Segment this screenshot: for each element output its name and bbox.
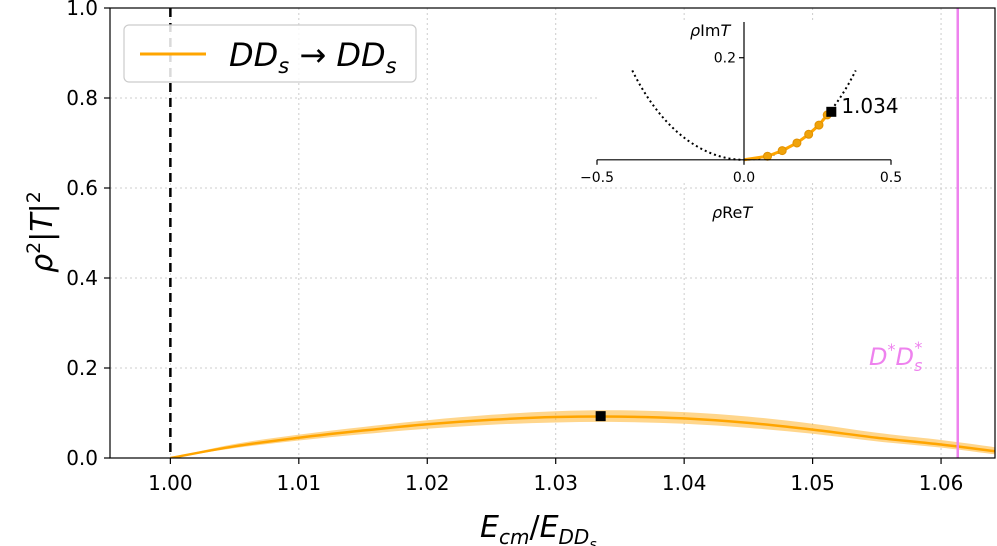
inset-x-label: ρReT: [712, 203, 753, 222]
y-tick-label: 0.8: [66, 86, 98, 110]
x-tick-label: 1.05: [790, 471, 835, 495]
x-tick-label: 1.04: [662, 471, 707, 495]
x-tick-label: 1.06: [919, 471, 964, 495]
inset-y-ticks: 0.2: [714, 51, 744, 67]
y-axis-ticks: 0.0 0.2 0.4 0.6 0.8 1.0: [66, 0, 110, 470]
inset-marker: [826, 106, 837, 117]
inset-points: [763, 110, 832, 161]
inset-point: [763, 151, 773, 161]
y-tick-label: 0.2: [66, 356, 98, 380]
y-tick-label: 0.4: [66, 266, 98, 290]
inset-x-tick-label: 0.0: [733, 170, 755, 186]
inset-y-label: ρImT: [690, 21, 731, 40]
y-tick-label: 0.6: [66, 176, 98, 200]
inset-x-tick-label: 0.5: [880, 170, 902, 186]
x-tick-label: 1.00: [148, 471, 193, 495]
main-axes-frame: [109, 7, 996, 459]
x-axis-label: Ecm/EDDs: [480, 510, 597, 546]
series-line: [170, 415, 995, 458]
legend: DDs → DDs: [123, 24, 417, 83]
y-tick-label: 1.0: [66, 0, 98, 20]
x-axis-ticks: 1.00 1.01 1.02 1.03 1.04 1.05 1.06: [148, 458, 963, 495]
inset-point: [814, 120, 824, 130]
inset-point: [804, 129, 814, 139]
uncertainty-band: [170, 410, 995, 458]
inset-point: [792, 138, 802, 148]
x-tick-label: 1.03: [533, 471, 578, 495]
inset-point: [777, 146, 787, 156]
inset-marker-label: 1.034: [841, 94, 898, 118]
x-tick-label: 1.02: [405, 471, 450, 495]
y-tick-label: 0.0: [66, 446, 98, 470]
inset-argand-plot: −0.5 0.0 0.5 0.2 1.034 ρReT ρImT: [580, 21, 902, 222]
inset-x-ticks: −0.5 0.0 0.5: [580, 159, 902, 186]
dstar-label: D*Ds*: [869, 338, 922, 375]
inset-y-tick-label: 0.2: [714, 51, 736, 67]
x-tick-label: 1.01: [277, 471, 322, 495]
y-axis-label: ρ2|T|2: [23, 191, 60, 273]
peak-marker: [595, 411, 606, 422]
legend-label: DDs → DDs: [229, 36, 397, 78]
inset-x-tick-label: −0.5: [580, 170, 614, 186]
